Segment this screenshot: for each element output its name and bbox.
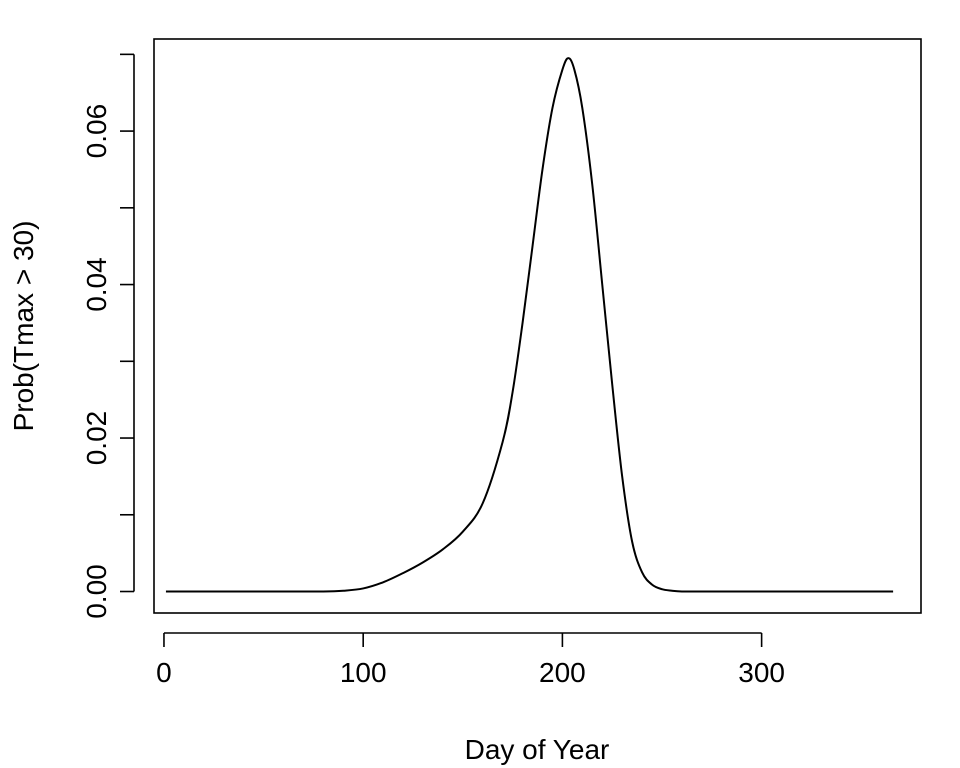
x-tick-label: 200	[539, 657, 586, 688]
y-tick-label: 0.04	[81, 257, 112, 312]
series-line	[165, 57, 894, 593]
x-tick-label: 300	[738, 657, 785, 688]
x-axis-title: Day of Year	[465, 734, 610, 765]
plot-area-frame	[153, 38, 922, 614]
y-tick-label: 0.02	[81, 411, 112, 466]
y-axis-title: Prob(Tmax > 30)	[8, 221, 39, 432]
y-tick-label: 0.06	[81, 104, 112, 159]
x-axis: 0 100 200 300	[156, 632, 785, 688]
y-tick-label: 0.00	[81, 564, 112, 619]
y-axis: 0.00 0.02 0.04 0.06	[81, 53, 135, 619]
x-tick-label: 100	[340, 657, 387, 688]
x-tick-label: 0	[156, 657, 172, 688]
